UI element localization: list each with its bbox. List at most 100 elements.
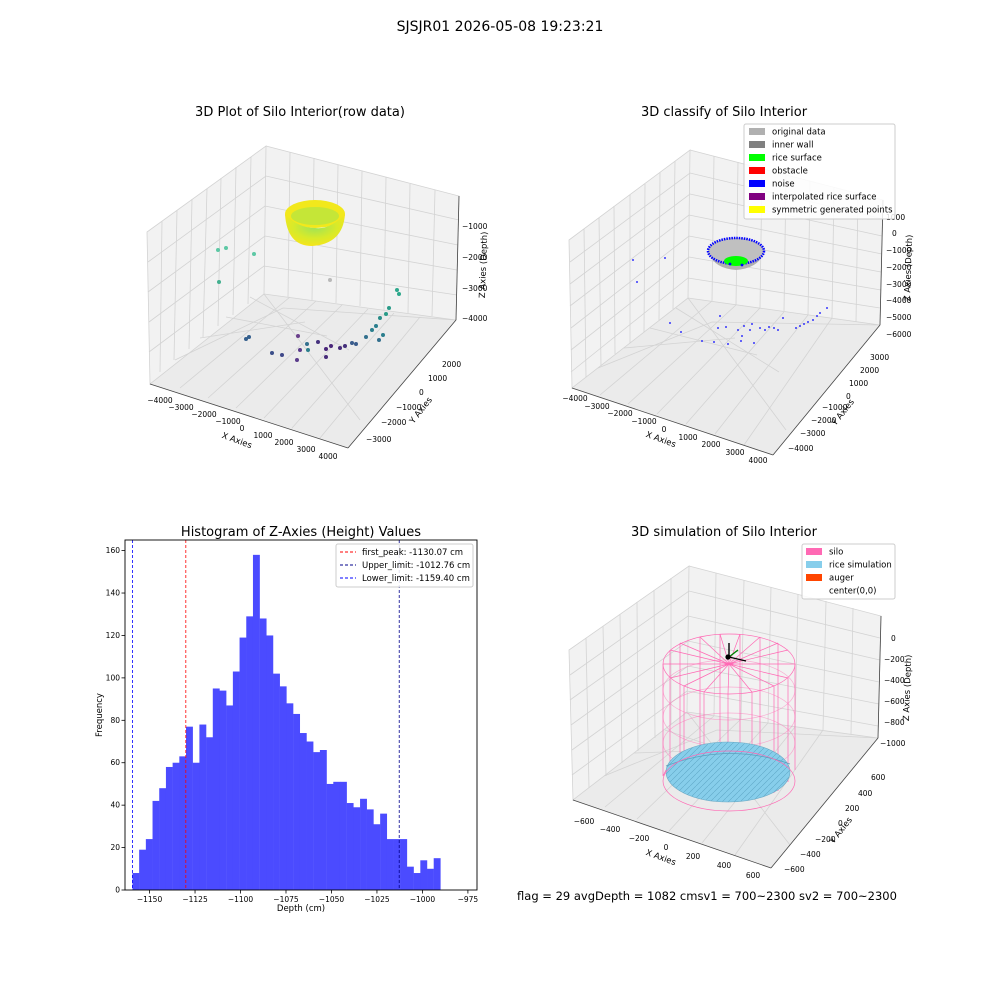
hist-bar [259, 618, 267, 890]
hist-ytick-label: 80 [110, 716, 120, 725]
panel4-ytick: −400 [800, 850, 821, 859]
hist-bar [366, 809, 374, 890]
panel4-ytick: 0 [838, 819, 843, 828]
panel1-ytick: 2000 [442, 360, 461, 369]
panel2-zlabel: Z Axies (Depth) [903, 234, 915, 301]
hist-ytick-label: 160 [106, 546, 121, 555]
panel1-ytick: −1000 [396, 403, 422, 412]
hist-bar [273, 673, 280, 890]
panel1-grid [146, 145, 460, 439]
hist-bars [132, 554, 441, 890]
hist-bar [306, 741, 314, 890]
hist-bar [239, 637, 247, 890]
panel-simulation: 3D simulation of Silo Interior [568, 525, 914, 880]
hist-ytick-label: 20 [110, 843, 120, 852]
legend-interpolated: interpolated rice surface [772, 193, 877, 203]
hist-bar [199, 724, 207, 890]
hist-xtick-label: −1150 [137, 895, 163, 904]
hist-bar [252, 554, 260, 890]
panel1-xtick: 3000 [296, 445, 315, 454]
panel1-xtick: −3000 [168, 403, 194, 412]
panel1-xtick: 1000 [253, 431, 272, 440]
hist-ytick-label: 40 [110, 801, 120, 810]
panel4-back-pane [569, 566, 881, 800]
hist-bar [139, 849, 147, 890]
panel2-xtick: 1000 [678, 433, 697, 442]
panel2-ytick: 2000 [860, 366, 879, 375]
hist-bar [339, 781, 347, 890]
hist-bar [226, 705, 234, 890]
hist-legend: first_peak: -1130.07 cm Upper_limit: -10… [335, 543, 474, 588]
panel4-ztick: −1000 [880, 739, 906, 748]
hist-axes-frame [124, 539, 478, 891]
hist-xtick-label: −1075 [273, 895, 299, 904]
panel2-ztick: −2000 [886, 263, 912, 272]
panel4-zlabel: Z Axies (Depth) [902, 654, 914, 721]
hist-bar [266, 635, 274, 890]
panel2-ztick: 1000 [886, 213, 905, 222]
panel4-ytick: 400 [858, 789, 873, 798]
hist-bar [132, 873, 140, 890]
panel2-ztick: −4000 [886, 296, 912, 305]
panel4-ytick: 600 [871, 773, 886, 782]
panel2-xtick: 4000 [748, 456, 767, 465]
legend-original-data: original data [772, 128, 826, 138]
hist-bar [232, 671, 240, 890]
panel1-ztick: −2000 [462, 253, 488, 262]
panel1-floor [150, 294, 456, 448]
panel2-ytick: −1000 [822, 403, 848, 412]
hist-bar [406, 866, 414, 890]
panel4-ztick: −600 [884, 697, 905, 706]
panel-raw-data: 3D Plot of Silo Interior(row data) [146, 105, 490, 461]
panel4-center-marker [725, 654, 731, 660]
hist-bar [386, 839, 394, 890]
hist-bar [286, 703, 294, 890]
panel2-ytick: 0 [846, 392, 851, 401]
hist-ytick-label: 0 [115, 886, 120, 895]
legend-upper-limit: Upper_limit: -1012.76 cm [362, 561, 470, 571]
panel1-xtick: 4000 [318, 452, 337, 461]
panel2-noise-points [632, 257, 828, 345]
panel1-ytick: 0 [419, 388, 424, 397]
panel1-xtick: 0 [240, 424, 245, 433]
panel4-xtick: −200 [629, 834, 650, 843]
hist-bar [159, 788, 167, 890]
panel-classify: 3D classify of Silo Interior [562, 105, 915, 465]
panel2-ytick: −2000 [811, 416, 837, 425]
hist-bar [333, 781, 341, 890]
hist-bar [206, 737, 213, 890]
hist-bar [380, 813, 388, 890]
panel4-xtick: 200 [686, 852, 701, 861]
hist-ytick-label: 140 [106, 589, 121, 598]
panel2-xtick: 3000 [725, 448, 744, 457]
hist-bar [165, 766, 173, 890]
hist-bar [346, 803, 354, 890]
hist-bar [219, 690, 227, 890]
hist-bar [212, 688, 220, 890]
hist-bar [145, 839, 153, 890]
hist-bar [179, 756, 187, 890]
panel1-title: 3D Plot of Silo Interior(row data) [195, 105, 405, 120]
hist-ytick-label: 100 [106, 673, 121, 682]
hist-bar [360, 798, 367, 890]
hist-bar [373, 824, 381, 890]
panel2-ztick: 0 [892, 229, 897, 238]
panel4-ytick: 200 [845, 804, 860, 813]
panel4-xtick: −600 [574, 817, 595, 826]
panel4-ytick: −200 [815, 835, 836, 844]
panel2-title: 3D classify of Silo Interior [641, 105, 808, 120]
panel4-xtick: 0 [664, 843, 669, 852]
hist-bar [313, 752, 321, 890]
legend-noise: noise [772, 180, 795, 190]
hist-bar [413, 873, 421, 890]
panel1-ytick: 1000 [428, 374, 447, 383]
hist-bar [279, 686, 287, 890]
hist-ylabel: Frequency [95, 693, 105, 737]
panel4-ztick: 0 [891, 634, 896, 643]
panel2-rice-surface [724, 256, 748, 266]
panel2-ytick: −4000 [788, 444, 814, 453]
panel2-ztick: −1000 [886, 246, 912, 255]
hist-bar [433, 858, 441, 890]
hist-yticks: 0 20 40 60 80 100 120 140 160 [106, 546, 125, 895]
